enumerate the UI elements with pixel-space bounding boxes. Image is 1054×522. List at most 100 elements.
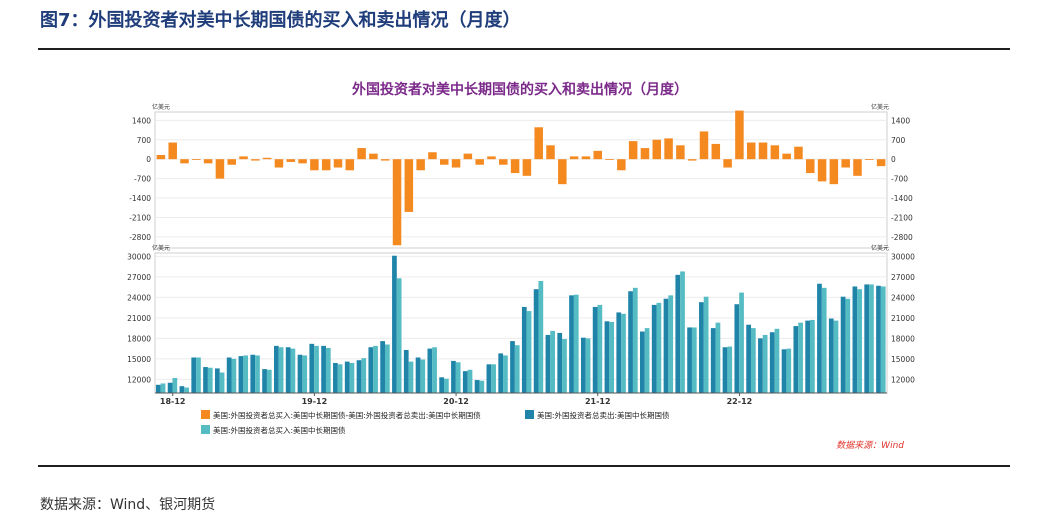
- buy-bar: [373, 345, 378, 393]
- buy-bar: [278, 347, 284, 393]
- sell-bar: [876, 285, 881, 393]
- buy-bar: [196, 357, 201, 393]
- sell-bar: [451, 360, 456, 393]
- x-tick-label: 22-12: [727, 397, 753, 406]
- net-bar: [440, 159, 449, 165]
- net-bar: [664, 138, 673, 160]
- legend-label: 美国:外国投资者总卖出:美国中长期国债: [537, 410, 670, 420]
- net-bar: [262, 157, 272, 160]
- sell-bar: [828, 318, 834, 393]
- net-bar: [298, 159, 307, 164]
- buy-bar: [361, 358, 367, 393]
- buy-bar: [266, 369, 272, 393]
- buy-bar: [538, 281, 544, 393]
- sell-bar: [427, 348, 433, 393]
- buy-bar: [231, 358, 237, 393]
- sell-bar: [214, 368, 220, 393]
- sell-bar: [191, 357, 197, 393]
- buy-bar: [255, 355, 260, 393]
- sell-bar: [392, 255, 397, 393]
- sell-bar: [380, 341, 385, 393]
- net-bar: [510, 159, 520, 174]
- sell-bar: [238, 356, 244, 393]
- buy-bar: [845, 298, 851, 393]
- sell-bar: [840, 296, 846, 393]
- sell-bar: [675, 274, 681, 393]
- buy-bar: [290, 348, 296, 393]
- top-y-tick-label-left: -700: [134, 175, 151, 184]
- buy-bar: [160, 383, 166, 393]
- sell-bar: [604, 321, 610, 393]
- sell-bar: [498, 353, 504, 393]
- source-footer: 数据来源：Wind、银河期货: [40, 497, 216, 513]
- net-bar: [369, 153, 378, 160]
- net-buy-panel: 1400 1400 700 700 0 0 -700 -700 -1400 -1400 -2100 -…: [129, 103, 913, 249]
- sell-bar: [262, 369, 267, 393]
- buy-bar: [857, 289, 862, 393]
- sell-bar: [415, 357, 421, 393]
- net-bar: [782, 153, 791, 160]
- legend-swatch: [525, 410, 534, 419]
- top-y-tick-label-right: -2800: [891, 233, 913, 242]
- buy-bar: [420, 359, 426, 393]
- net-bar: [723, 159, 732, 168]
- buy-bar: [396, 278, 402, 393]
- legend: 美国:外国投资者总买入:美国中长期国债-美国:外国投资者总卖出:美国中长期国债美…: [201, 410, 670, 435]
- net-bar: [534, 127, 543, 160]
- sell-bar: [758, 338, 763, 393]
- sell-bar: [616, 312, 622, 393]
- buy-bar: [703, 296, 709, 393]
- net-bar: [876, 159, 886, 167]
- net-bar: [192, 159, 201, 160]
- net-bar: [640, 148, 650, 160]
- sell-bar: [628, 291, 633, 393]
- bottom-y-tick-label-right: 15000: [891, 355, 915, 364]
- top-unit-left: 亿美元: [152, 103, 170, 111]
- net-bar: [168, 142, 177, 160]
- chart-title: 外国投资者对美中长期国债的买入和卖出情况（月度）: [352, 81, 688, 98]
- sell-bar: [817, 283, 822, 393]
- buy-bar: [869, 284, 874, 393]
- sell-bar: [439, 377, 445, 393]
- bottom-y-tick-label-left: 15000: [127, 355, 151, 364]
- bottom-unit-right: 亿美元: [871, 244, 889, 252]
- net-bar: [605, 159, 614, 160]
- buy-bar: [632, 287, 638, 393]
- buy-bar: [503, 355, 508, 393]
- top-y-tick-label-left: -2100: [129, 213, 151, 222]
- sell-bar: [368, 347, 374, 393]
- sell-bar: [746, 324, 751, 393]
- net-bar: [794, 146, 803, 160]
- net-bar: [321, 159, 331, 171]
- buy-bar: [314, 345, 319, 393]
- x-tick-label: 18-12: [160, 397, 186, 406]
- net-bar: [758, 142, 768, 160]
- sell-bar: [167, 382, 173, 393]
- net-bar: [558, 159, 567, 185]
- buy-bar: [621, 313, 626, 393]
- x-tick-label: 19-12: [302, 397, 328, 406]
- net-bar: [392, 159, 402, 246]
- net-bar: [156, 155, 166, 160]
- buy-bar: [432, 347, 437, 393]
- sell-bar: [852, 286, 858, 393]
- bottom-y-tick-label-left: 30000: [127, 252, 151, 261]
- sell-bar: [250, 354, 256, 393]
- buy-bar: [243, 355, 249, 393]
- top-y-tick-label-left: 700: [137, 136, 152, 145]
- chart-source: 数据来源：Wind: [836, 440, 904, 451]
- sell-bar: [651, 304, 657, 393]
- net-bar: [215, 159, 225, 179]
- sell-bar: [309, 343, 315, 393]
- sell-bar: [699, 302, 704, 393]
- buy-bar: [739, 292, 744, 393]
- net-bar: [593, 150, 602, 160]
- net-bar: [829, 159, 839, 185]
- sell-bar: [687, 327, 692, 393]
- top-y-tick-label-left: -2800: [129, 233, 151, 242]
- sell-bar: [486, 364, 492, 393]
- x-axis: 18-12 19-12 20-12 21-12 22-12: [155, 392, 887, 406]
- net-bar: [711, 143, 721, 160]
- buy-bar: [585, 338, 591, 393]
- sell-bar: [274, 345, 279, 393]
